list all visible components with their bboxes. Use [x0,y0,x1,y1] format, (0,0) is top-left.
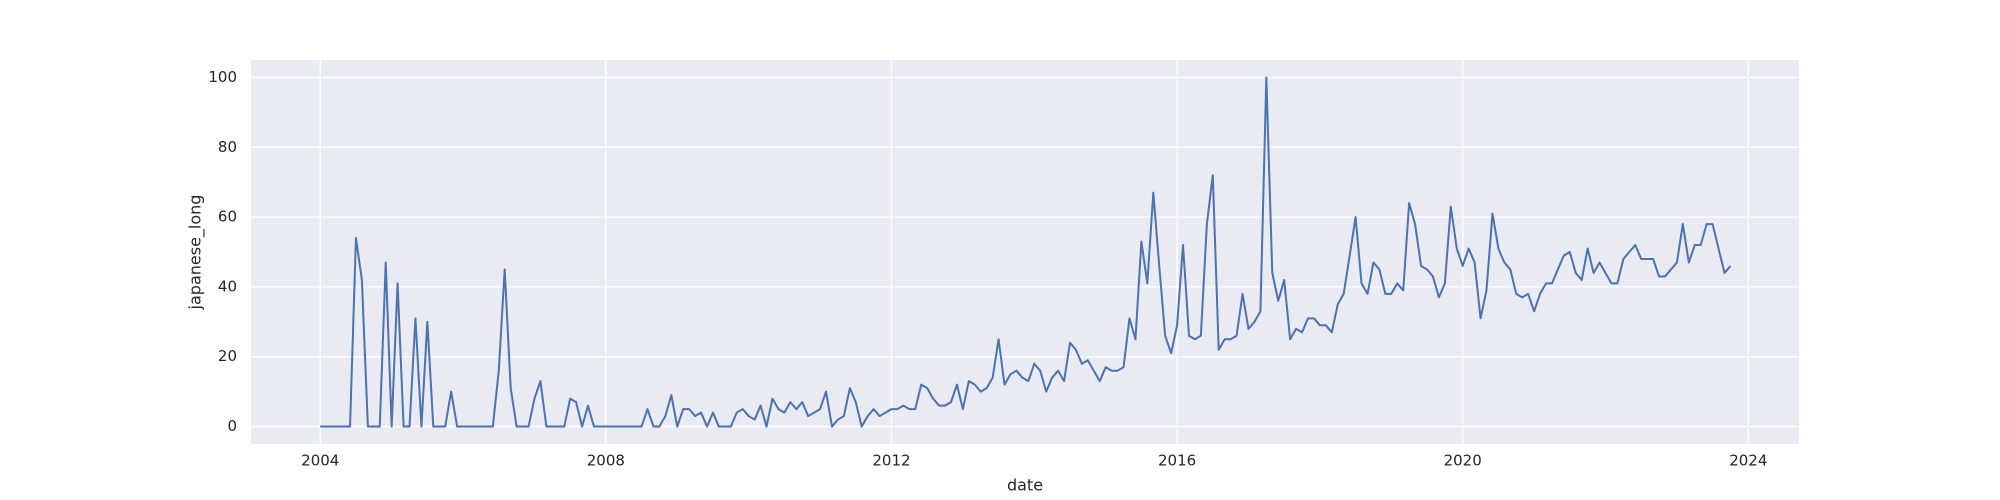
plot-area [251,60,1799,444]
x-tick-label: 2016 [1158,452,1196,470]
x-axis-title: date [1007,476,1043,495]
x-tick-label: 2020 [1444,452,1482,470]
x-tick-label: 2024 [1729,452,1767,470]
x-tick-label: 2004 [301,452,339,470]
x-tick-label: 2012 [872,452,910,470]
y-axis-title: japanese_long [186,195,206,311]
y-tick-label: 20 [218,347,237,365]
y-tick-label: 100 [208,68,237,86]
y-tick-label: 0 [227,417,237,435]
y-tick-label: 40 [218,277,237,295]
y-tick-label: 80 [218,138,237,156]
x-tick-label: 2008 [587,452,625,470]
data-line [320,76,1732,428]
y-tick-label: 60 [218,208,237,226]
